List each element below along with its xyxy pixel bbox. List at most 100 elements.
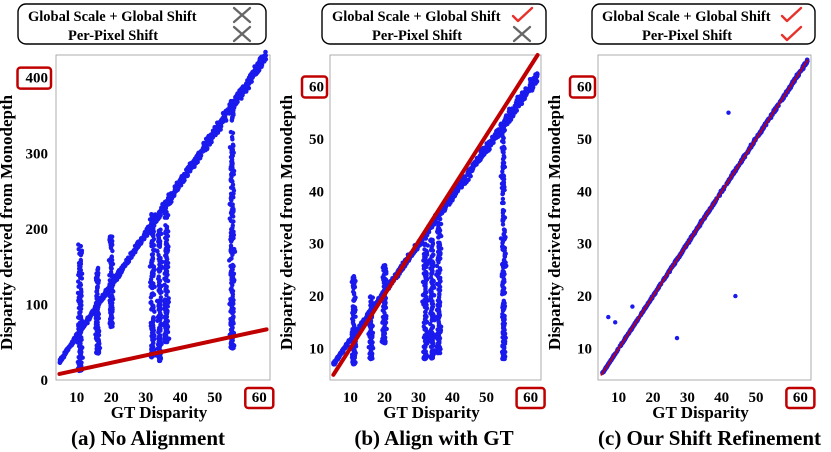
data-point — [154, 216, 159, 222]
cluster-point — [230, 262, 235, 268]
legend-frame — [17, 3, 267, 45]
data-point — [117, 270, 122, 275]
cluster-point — [425, 243, 430, 248]
cluster-point — [151, 212, 156, 218]
y-tick-label: 100 — [26, 297, 49, 313]
cluster-point — [152, 309, 157, 314]
cluster-point — [154, 298, 160, 304]
cluster-point — [421, 292, 426, 297]
y-axis-label: Disparity derived from Monodepth — [277, 94, 296, 350]
data-point — [57, 360, 63, 366]
cluster-point — [435, 229, 440, 234]
cluster-point — [156, 235, 161, 241]
cluster-point — [501, 208, 507, 213]
cluster-point — [428, 257, 433, 262]
cluster-point — [158, 239, 163, 244]
data-point — [201, 145, 206, 150]
cluster-point — [164, 209, 169, 215]
cluster-point — [229, 239, 234, 244]
cluster-point — [436, 349, 442, 354]
cluster-point — [78, 261, 84, 267]
cluster-point — [95, 344, 100, 349]
cluster-point — [429, 281, 435, 286]
data-point — [89, 309, 95, 315]
cluster-point — [164, 335, 169, 340]
cluster-point — [76, 315, 81, 320]
y-tick-label: 0 — [41, 373, 49, 389]
cluster-point — [422, 254, 427, 259]
cluster-point — [79, 337, 84, 342]
cluster-point — [151, 247, 156, 253]
cluster-point — [229, 289, 234, 294]
x-tick-label: 10 — [611, 390, 626, 406]
cluster-point — [78, 341, 83, 346]
legend-row-label: Per-Pixel Shift — [68, 28, 158, 44]
cluster-point — [77, 322, 83, 327]
data-point — [182, 178, 187, 183]
cluster-point — [229, 147, 234, 153]
cluster-point — [229, 227, 234, 232]
cluster-point — [228, 248, 233, 254]
data-point — [263, 53, 269, 58]
fit-line — [331, 53, 540, 377]
cluster-point — [502, 145, 507, 151]
data-point — [156, 213, 162, 219]
cluster-point — [76, 284, 81, 289]
cluster-point — [351, 318, 356, 323]
cross-icon — [232, 6, 252, 24]
cluster-point — [423, 326, 428, 331]
cluster-point — [79, 276, 85, 281]
cluster-point — [156, 313, 162, 318]
cluster-point — [368, 355, 373, 360]
cluster-point — [501, 200, 506, 206]
cluster-point — [500, 261, 506, 266]
cluster-point — [501, 265, 506, 270]
cluster-point — [349, 279, 354, 285]
cluster-point — [502, 250, 508, 256]
cluster-point — [79, 303, 84, 308]
x-tick-label: 50 — [207, 390, 222, 406]
cluster-point — [164, 215, 170, 220]
data-point — [177, 183, 182, 188]
cluster-point — [149, 230, 155, 235]
data-point — [254, 64, 260, 70]
data-point — [127, 256, 132, 262]
cluster-point — [157, 317, 163, 323]
cluster-point — [228, 202, 234, 207]
cluster-point — [437, 284, 442, 289]
cluster-point — [96, 328, 102, 333]
cluster-point — [110, 242, 115, 248]
y-axis-label: Disparity derived from Monodepth — [545, 94, 564, 350]
cluster-point — [95, 339, 101, 344]
data-point — [535, 72, 540, 77]
data-point — [158, 209, 163, 214]
y-tick-label: 20 — [577, 289, 592, 305]
cluster-point — [157, 345, 162, 350]
data-point — [217, 122, 222, 127]
data-point — [341, 346, 346, 352]
cluster-point — [165, 278, 171, 284]
cluster-point — [501, 140, 506, 145]
cluster-point — [428, 321, 433, 327]
data-point — [186, 166, 191, 172]
cluster-point — [163, 241, 169, 247]
cluster-point — [352, 284, 358, 290]
cluster-point — [229, 170, 235, 176]
cluster-point — [429, 245, 434, 250]
data-point — [221, 114, 227, 119]
cluster-point — [429, 293, 434, 298]
cluster-point — [381, 326, 386, 331]
data-point — [103, 287, 108, 293]
data-point — [514, 99, 520, 105]
data-point — [237, 94, 242, 99]
cluster-point — [370, 346, 376, 351]
cluster-point — [151, 337, 156, 342]
cluster-point — [423, 320, 428, 325]
data-point — [233, 99, 238, 105]
cluster-point — [96, 280, 101, 286]
cluster-point — [158, 298, 164, 303]
x-tick-label: 60 — [523, 390, 538, 406]
